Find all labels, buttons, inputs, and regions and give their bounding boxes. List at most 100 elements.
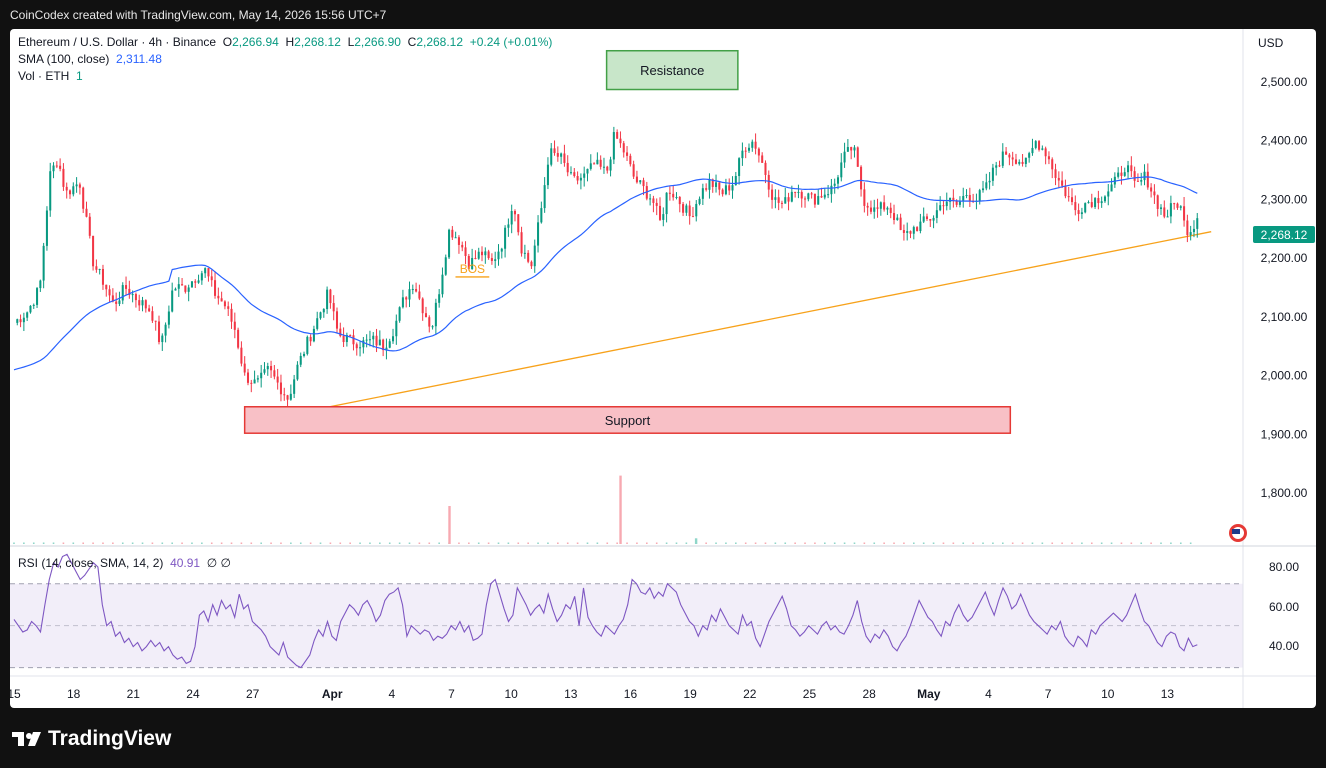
volume-bar [507, 542, 510, 544]
volume-bar [23, 542, 25, 544]
candle-up [171, 290, 174, 312]
candle-up [378, 339, 381, 346]
volume-bar [220, 542, 223, 544]
candle-up [1103, 196, 1106, 202]
candle-up [817, 196, 820, 205]
volume-bar [1061, 542, 1063, 544]
candle-up [395, 320, 398, 337]
candle-down [517, 214, 520, 233]
candle-up [1123, 172, 1126, 176]
legend-h-label: H [285, 35, 295, 49]
candle-down [237, 329, 240, 348]
flag-icon[interactable] [1229, 524, 1247, 542]
candle-up [958, 200, 961, 205]
candle-up [392, 336, 395, 342]
candle-down [850, 147, 853, 151]
volume-bar [1021, 542, 1024, 544]
candle-down [711, 179, 714, 187]
candle-down [691, 216, 694, 218]
candle-down [787, 197, 790, 202]
price-badge: 2,268.12 [1261, 228, 1308, 242]
candle-up [293, 379, 296, 394]
candle-up [39, 280, 42, 289]
candle-up [98, 269, 101, 271]
volume-bar [1130, 542, 1133, 544]
volume-bar [82, 542, 84, 544]
candle-up [978, 190, 981, 201]
volume-bar [141, 542, 144, 544]
candle-up [299, 355, 302, 365]
candle-down [804, 198, 807, 200]
candle-up [164, 324, 167, 336]
candle-up [408, 289, 411, 300]
candle-up [368, 339, 371, 341]
time-tick-label: 4 [388, 687, 395, 701]
candle-up [1041, 148, 1044, 150]
candle-up [596, 159, 599, 165]
volume-bar [794, 542, 796, 544]
volume-spike [619, 475, 622, 544]
candle-up [289, 393, 292, 400]
candle-down [1130, 165, 1133, 172]
candle-up [1143, 171, 1146, 181]
candle-up [985, 182, 988, 189]
volume-bar [735, 542, 737, 544]
candle-up [741, 150, 744, 159]
candle-up [52, 165, 55, 172]
volume-bar [151, 542, 154, 544]
candle-down [682, 204, 685, 213]
candle-up [45, 210, 48, 246]
candle-up [388, 341, 391, 348]
volume-bar [1081, 542, 1083, 544]
candle-down [794, 191, 797, 193]
chart-svg[interactable]: Resistance Support BOS 2,500.00 2,400.00 2,3… [10, 29, 1316, 708]
candle-up [586, 168, 589, 174]
legend-symbol: Ethereum / U.S. Dollar · 4h · Binance [18, 35, 217, 49]
candle-down [1061, 180, 1064, 186]
candle-down [718, 182, 721, 190]
candle-down [764, 162, 767, 175]
candle-down [556, 153, 559, 157]
candle-up [1127, 165, 1130, 173]
rsi-extra: ∅ ∅ [206, 556, 232, 570]
volume-bar [982, 542, 984, 544]
candle-up [441, 274, 444, 295]
candle-up [550, 148, 553, 165]
candle-down [108, 289, 111, 296]
volume-bar [922, 542, 925, 544]
candle-up [540, 208, 543, 223]
candle-down [889, 207, 892, 214]
candle-down [968, 195, 971, 201]
candle-down [68, 190, 72, 195]
time-tick-label: Apr [322, 687, 343, 701]
candle-up [833, 183, 836, 186]
candle-down [227, 306, 230, 309]
volume-bar [1110, 542, 1113, 544]
candle-up [533, 245, 536, 267]
candle-up [1189, 232, 1192, 236]
candle-up [579, 177, 582, 181]
candle-down [451, 229, 454, 238]
candle-up [303, 353, 306, 356]
candle-down [250, 382, 253, 384]
candle-down [78, 184, 81, 188]
candle-up [49, 171, 52, 211]
price-tick-label: 2,000.00 [1261, 369, 1308, 383]
chart-panel[interactable]: Resistance Support BOS 2,500.00 2,400.00 2,3… [10, 29, 1316, 708]
candle-down [1150, 187, 1153, 192]
candle-up [649, 198, 652, 200]
candle-up [131, 294, 134, 296]
sma-label: SMA (100, close) [18, 52, 110, 66]
candle-up [431, 326, 434, 328]
candle-down [230, 308, 233, 322]
volume-bar [1170, 542, 1172, 544]
candle-down [629, 155, 632, 165]
candle-up [537, 222, 540, 246]
candle-down [1038, 141, 1041, 150]
candle-up [454, 237, 457, 239]
candle-up [708, 179, 711, 190]
volume-bar [744, 542, 747, 544]
candle-up [906, 231, 909, 233]
candle-up [1196, 218, 1199, 229]
volume-bar [398, 542, 401, 544]
